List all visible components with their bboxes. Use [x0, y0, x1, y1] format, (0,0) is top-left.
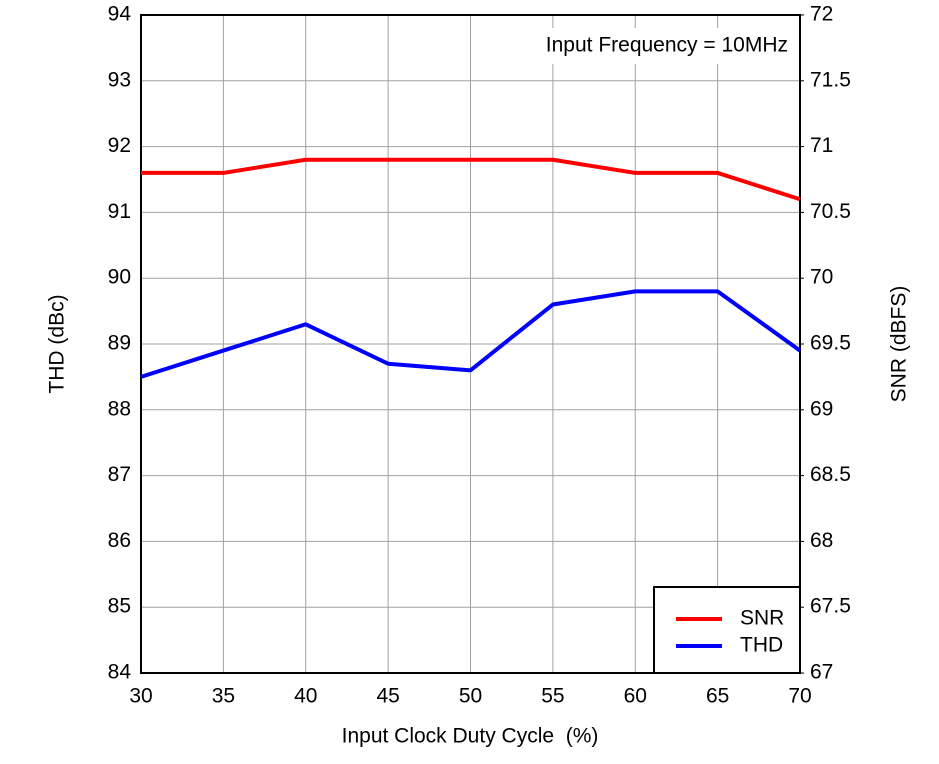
legend-label: THD — [740, 634, 783, 657]
x-tick-label: 60 — [624, 685, 647, 708]
y-tick-label: 85 — [108, 595, 131, 618]
x-tick-label: 55 — [541, 685, 564, 708]
x-tick-label: 40 — [294, 685, 317, 708]
y-tick-label: 88 — [108, 397, 131, 420]
y2-tick-label: 71.5 — [810, 68, 851, 91]
y2-tick-label: 70.5 — [810, 200, 851, 223]
x-tick-label: 35 — [212, 685, 235, 708]
y2-tick-label: 72 — [810, 3, 833, 26]
y-tick-label: 89 — [108, 332, 131, 355]
y-tick-label: 90 — [108, 266, 131, 289]
y-tick-label: 93 — [108, 68, 131, 91]
x-tick-label: 30 — [129, 685, 152, 708]
y-tick-label: 92 — [108, 134, 131, 157]
x-tick-label: 50 — [459, 685, 482, 708]
x-tick-label: 65 — [706, 685, 729, 708]
y-tick-label: 84 — [108, 661, 132, 684]
legend-box — [653, 586, 801, 674]
annotation: Input Frequency = 10MHz — [546, 34, 788, 57]
x-tick-label: 45 — [376, 685, 399, 708]
y2-tick-label: 69.5 — [810, 332, 851, 355]
y-tick-label: 91 — [108, 200, 131, 223]
series-line — [141, 157, 801, 202]
annotation-bg — [505, 28, 795, 64]
y2-tick-label: 70 — [810, 266, 833, 289]
y-tick-label: 86 — [108, 529, 131, 552]
legend-label: SNR — [740, 607, 784, 630]
y2-tick-label: 67.5 — [810, 595, 851, 618]
x-axis-title: Input Clock Duty Cycle (%) — [342, 725, 599, 748]
y2-tick-label: 68 — [810, 529, 833, 552]
y2-tick-label: 67 — [810, 661, 833, 684]
y-tick-label: 87 — [108, 463, 131, 486]
y-axis-title: THD (dBc) — [46, 294, 69, 393]
plot-frame — [140, 14, 801, 674]
y2-tick-label: 68.5 — [810, 463, 851, 486]
y-tick-label: 94 — [108, 3, 132, 26]
y2-axis-title: SNR (dBFS) — [888, 286, 911, 403]
series-line — [140, 289, 802, 379]
x-tick-label: 70 — [788, 685, 811, 708]
y2-tick-label: 69 — [810, 397, 833, 420]
y2-tick-label: 71 — [810, 134, 833, 157]
